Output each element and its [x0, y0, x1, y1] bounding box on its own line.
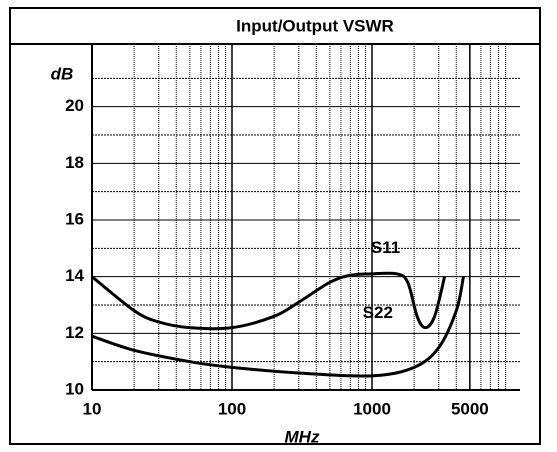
series-label: S11	[371, 238, 400, 257]
y-tick-label: 18	[65, 153, 84, 172]
y-axis-label: dB	[51, 64, 74, 83]
x-tick-label: 1000	[353, 399, 391, 418]
x-tick-label: 5000	[451, 399, 489, 418]
y-tick-label: 14	[65, 266, 84, 285]
x-axis-label: MHz	[285, 427, 320, 446]
y-tick-label: 20	[65, 96, 84, 115]
y-tick-label: 12	[65, 323, 84, 342]
line-series	[91, 271, 447, 331]
x-tick-label: 100	[218, 399, 246, 418]
chart-title: Input/Output VSWR	[236, 16, 394, 35]
line-series	[91, 276, 465, 378]
series-label: S22	[363, 303, 393, 322]
y-tick-label: 10	[65, 379, 84, 398]
x-tick-label: 10	[83, 399, 102, 418]
frame	[9, 7, 541, 445]
y-tick-label: 16	[65, 209, 84, 228]
